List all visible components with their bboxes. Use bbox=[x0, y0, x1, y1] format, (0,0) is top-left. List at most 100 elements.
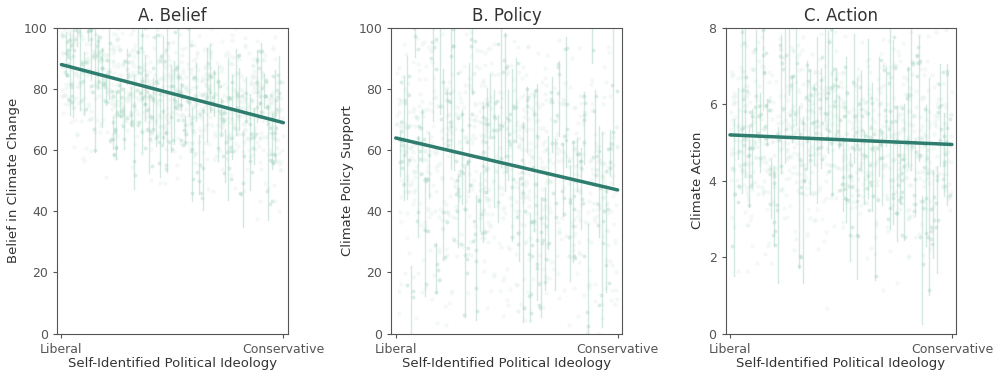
Point bbox=[78, 59, 94, 65]
Point bbox=[467, 223, 483, 229]
Point bbox=[267, 198, 283, 204]
Point bbox=[526, 227, 542, 233]
Point bbox=[518, 72, 534, 78]
Point bbox=[830, 165, 846, 171]
Point bbox=[820, 95, 836, 101]
Point bbox=[418, 157, 434, 163]
Point bbox=[772, 147, 788, 153]
Point bbox=[874, 129, 890, 135]
Point bbox=[66, 105, 82, 111]
Point bbox=[393, 99, 409, 105]
Point bbox=[761, 156, 777, 162]
Point bbox=[123, 74, 139, 80]
Point bbox=[548, 139, 564, 146]
Point bbox=[125, 93, 141, 99]
Point bbox=[483, 288, 499, 294]
Point bbox=[439, 131, 455, 137]
Point bbox=[407, 141, 423, 147]
Point bbox=[429, 103, 445, 109]
Point bbox=[236, 99, 252, 105]
Point bbox=[928, 29, 944, 35]
Point bbox=[119, 113, 135, 120]
Point bbox=[184, 146, 200, 152]
Point bbox=[136, 76, 152, 82]
Point bbox=[943, 158, 959, 164]
Point bbox=[535, 125, 551, 131]
Point bbox=[476, 207, 492, 213]
Point bbox=[271, 208, 287, 214]
Point bbox=[146, 34, 162, 40]
Point bbox=[186, 75, 202, 81]
Point bbox=[162, 88, 178, 94]
Point bbox=[829, 84, 845, 90]
Point bbox=[56, 33, 72, 39]
Point bbox=[401, 181, 417, 187]
Point bbox=[566, 253, 582, 259]
Point bbox=[405, 294, 421, 300]
Point bbox=[426, 75, 442, 81]
Point bbox=[86, 48, 102, 54]
Point bbox=[590, 222, 606, 228]
Point bbox=[123, 120, 139, 126]
Point bbox=[833, 79, 849, 85]
Point bbox=[885, 202, 901, 208]
Point bbox=[251, 114, 267, 120]
Point bbox=[419, 168, 435, 174]
Point bbox=[782, 112, 798, 118]
Point bbox=[87, 51, 103, 57]
Point bbox=[830, 83, 846, 89]
Point bbox=[781, 132, 797, 138]
Point bbox=[420, 106, 436, 112]
Point bbox=[402, 122, 418, 128]
Point bbox=[461, 75, 477, 81]
Point bbox=[390, 135, 406, 141]
Point bbox=[724, 73, 740, 79]
Point bbox=[494, 123, 510, 129]
Point bbox=[448, 215, 464, 221]
Point bbox=[567, 163, 583, 169]
Point bbox=[549, 131, 565, 137]
Point bbox=[539, 177, 555, 183]
Point bbox=[152, 180, 168, 186]
Point bbox=[204, 122, 220, 128]
Point bbox=[233, 105, 249, 111]
Point bbox=[461, 213, 477, 219]
Point bbox=[184, 114, 200, 120]
Point bbox=[475, 77, 491, 83]
Point bbox=[436, 198, 452, 204]
Point bbox=[526, 218, 542, 224]
Point bbox=[819, 146, 835, 152]
Point bbox=[266, 151, 282, 157]
Point bbox=[108, 89, 124, 95]
Point bbox=[201, 72, 217, 78]
Point bbox=[872, 127, 888, 133]
Point bbox=[869, 182, 885, 188]
Point bbox=[160, 44, 176, 50]
Point bbox=[517, 170, 533, 176]
Point bbox=[206, 70, 222, 76]
Point bbox=[926, 216, 942, 222]
Point bbox=[583, 354, 599, 360]
Point bbox=[155, 108, 171, 114]
Point bbox=[736, 103, 752, 109]
Point bbox=[857, 107, 873, 113]
Point bbox=[744, 113, 760, 119]
Point bbox=[581, 285, 597, 291]
Point bbox=[504, 184, 520, 190]
Point bbox=[483, 223, 499, 229]
Point bbox=[265, 159, 281, 165]
Point bbox=[878, 118, 894, 124]
Point bbox=[931, 81, 947, 87]
Point bbox=[163, 73, 179, 79]
Point bbox=[761, 78, 777, 84]
Point bbox=[916, 94, 932, 100]
Point bbox=[127, 172, 143, 178]
Point bbox=[480, 144, 496, 150]
Point bbox=[239, 111, 255, 117]
Point bbox=[857, 199, 873, 205]
Point bbox=[140, 126, 156, 132]
Point bbox=[937, 146, 953, 152]
Point bbox=[528, 143, 544, 149]
Point bbox=[478, 154, 494, 160]
Point bbox=[568, 130, 584, 136]
